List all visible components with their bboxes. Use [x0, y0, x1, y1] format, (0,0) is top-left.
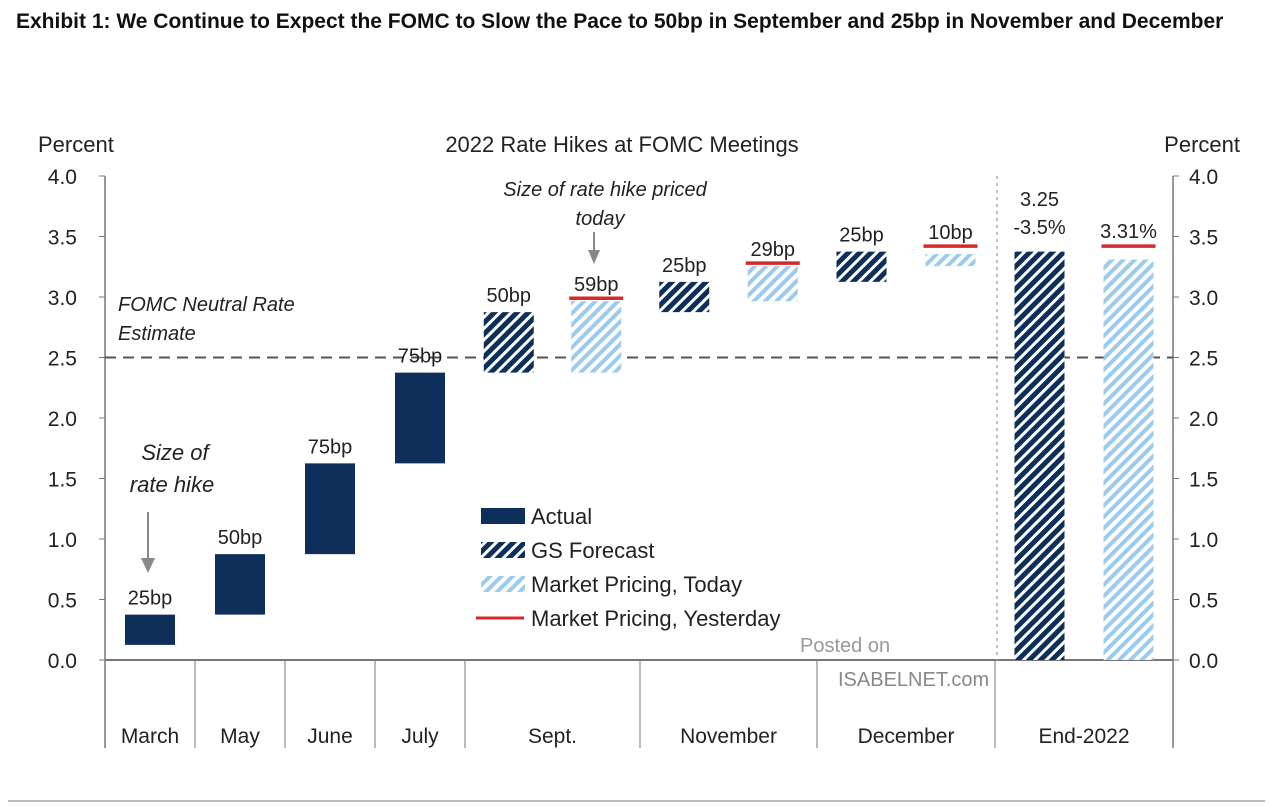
annotation-arrowhead-2 [588, 250, 600, 264]
neutral-rate-label-2: Estimate [118, 323, 196, 345]
bar-label: 10bp [928, 222, 973, 244]
bar-label: 3.31% [1100, 221, 1157, 243]
category-label-may: May [220, 725, 260, 748]
annotation-arrowhead [141, 558, 155, 573]
y-tick-label-left: 2.5 [48, 348, 77, 371]
actual-bar [215, 554, 265, 615]
gs-forecast-bar [483, 312, 534, 373]
watermark: Posted on [800, 635, 890, 657]
bar-label: 59bp [574, 274, 619, 296]
y-tick-label-right: 3.5 [1189, 227, 1218, 250]
legend-item: Market Pricing, Today [531, 572, 742, 597]
actual-bar [395, 372, 445, 464]
bar-label: 29bp [751, 239, 796, 261]
exhibit-title: Exhibit 1: We Continue to Expect the FOM… [16, 10, 1224, 33]
gs-forecast-bar [1014, 251, 1065, 660]
legend-item: Market Pricing, Yesterday [531, 606, 780, 631]
annotation-size-of-rate-hike-1: Size of [141, 440, 211, 465]
category-label-end-2022: End-2022 [1038, 725, 1129, 748]
market-pricing-today-bar [571, 301, 622, 373]
market-pricing-today-bar [1103, 259, 1154, 660]
bar-label: 25bp [662, 255, 707, 277]
category-label-sept-: Sept. [528, 725, 577, 748]
neutral-rate-label-1: FOMC Neutral Rate [118, 294, 295, 316]
actual-bar [305, 463, 355, 555]
y-tick-label-right: 2.0 [1189, 408, 1218, 431]
bar-label: 25bp [128, 588, 173, 610]
actual-bar [125, 614, 175, 645]
y-tick-label-left: 1.5 [48, 469, 77, 492]
annotation-priced-today-2: today [576, 208, 626, 230]
legend-swatch [481, 542, 525, 558]
bar-label: 3.25 -3.5% [1013, 189, 1066, 240]
annotation-priced-today-1: Size of rate hike priced [503, 179, 707, 201]
bar-label: 50bp [218, 527, 263, 549]
y-tick-label-left: 1.0 [48, 529, 77, 552]
gs-forecast-bar [836, 251, 887, 282]
y-tick-label-right: 0.5 [1189, 590, 1218, 613]
category-label-november: November [680, 725, 777, 748]
category-label-march: March [121, 725, 179, 748]
y-tick-label-left: 2.0 [48, 408, 77, 431]
market-pricing-today-bar [925, 254, 976, 267]
annotation-size-of-rate-hike-2: rate hike [130, 472, 214, 497]
bar-label-box: 3.25 -3.5% [1013, 189, 1066, 240]
y-axis-label-left: Percent [38, 132, 114, 157]
y-tick-label-right: 3.0 [1189, 287, 1218, 310]
bar-label: 50bp [487, 285, 532, 307]
legend-item: GS Forecast [531, 538, 654, 563]
y-tick-label-left: 4.0 [48, 166, 77, 189]
bar-label: 25bp [839, 225, 884, 247]
y-tick-label-right: 4.0 [1189, 166, 1218, 189]
legend-item: Actual [531, 504, 592, 529]
bar-label: 75bp [398, 346, 443, 368]
bar-label: 75bp [308, 436, 353, 458]
y-tick-label-left: 0.5 [48, 590, 77, 613]
category-label-june: June [307, 725, 353, 748]
y-tick-label-right: 1.5 [1189, 469, 1218, 492]
legend: Actual GS Forecast Market Pricing, Today Ma… [476, 504, 780, 631]
legend-swatch [481, 508, 525, 524]
y-tick-label-left: 0.0 [48, 650, 77, 673]
category-label-december: December [858, 725, 955, 748]
market-pricing-today-bar [747, 266, 798, 302]
y-axis-label-right: Percent [1164, 132, 1240, 157]
watermark-site: ISABELNET.com [838, 669, 989, 691]
gs-forecast-bar [659, 281, 710, 313]
y-tick-label-right: 0.0 [1189, 650, 1218, 673]
y-tick-label-left: 3.5 [48, 227, 77, 250]
legend-swatch [481, 576, 525, 592]
y-tick-label-right: 2.5 [1189, 348, 1218, 371]
category-label-july: July [401, 725, 439, 748]
y-tick-label-right: 1.0 [1189, 529, 1218, 552]
chart-title: 2022 Rate Hikes at FOMC Meetings [445, 132, 798, 157]
y-tick-label-left: 3.0 [48, 287, 77, 310]
